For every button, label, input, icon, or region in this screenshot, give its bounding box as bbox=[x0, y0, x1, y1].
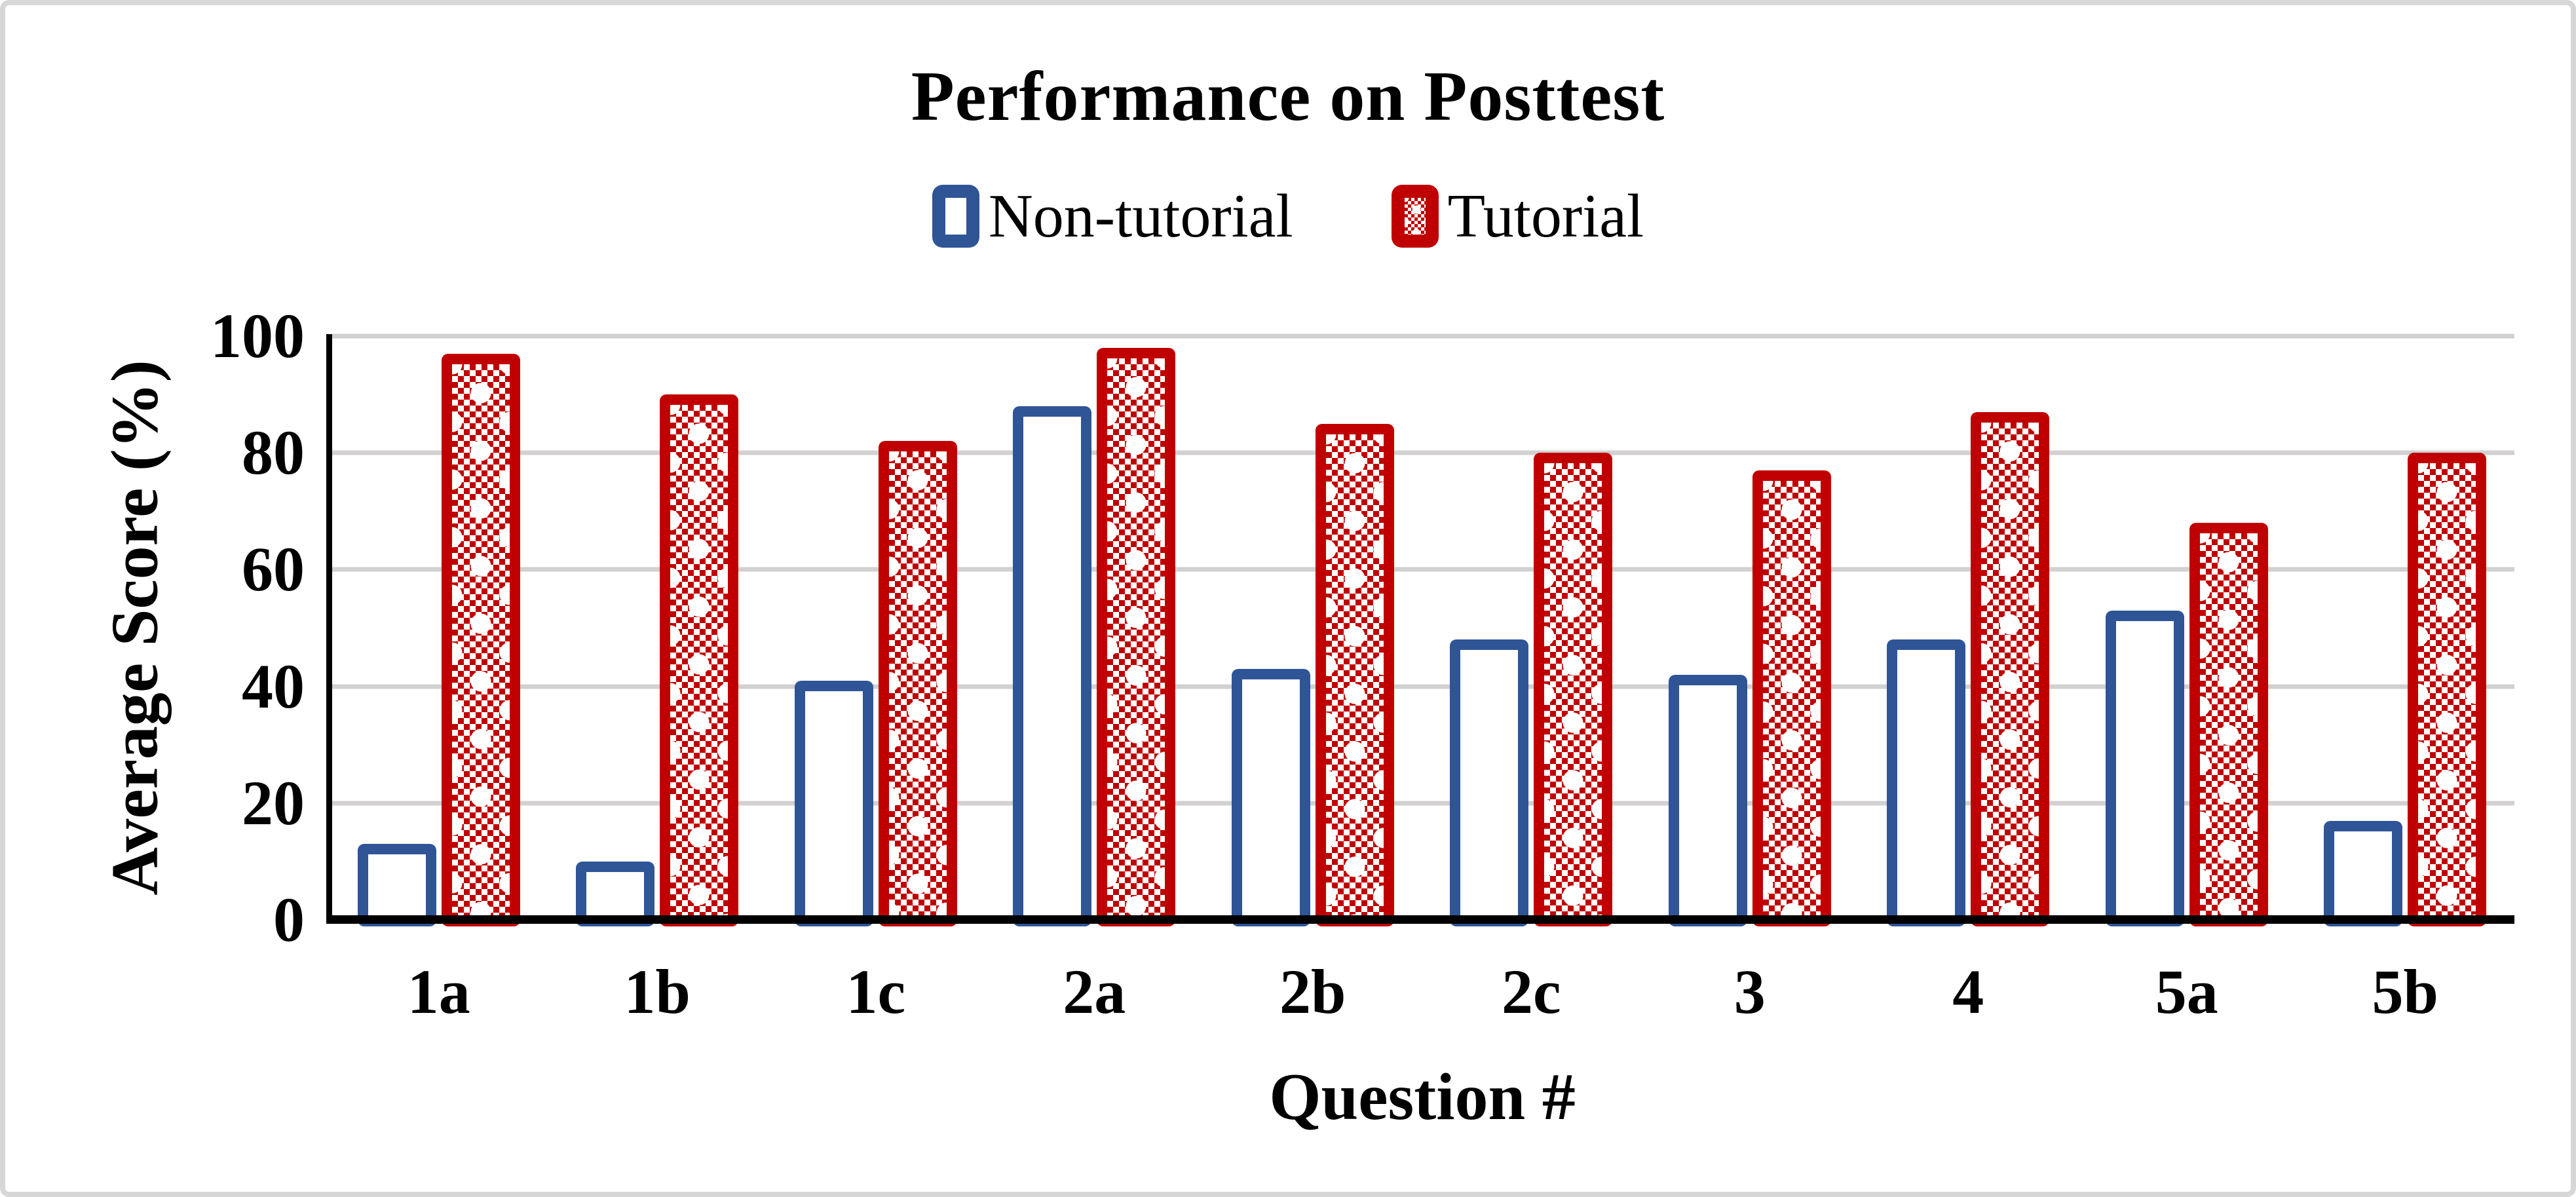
gridline-80 bbox=[332, 450, 2514, 455]
bar-tutorial-3 bbox=[1752, 470, 1831, 926]
x-tick-label-1c: 1c bbox=[846, 957, 906, 1027]
x-tick-label-5b: 5b bbox=[2372, 957, 2438, 1027]
bar-non-tutorial-2b bbox=[1231, 668, 1310, 926]
bar-tutorial-1b bbox=[660, 394, 739, 926]
y-axis-title: Average Score (%) bbox=[98, 360, 172, 896]
legend-item-tutorial: Tutorial bbox=[1391, 181, 1644, 252]
bar-group-4: 4 bbox=[1859, 336, 2078, 1023]
x-tick-label-2b: 2b bbox=[1279, 957, 1346, 1027]
bar-non-tutorial-1c bbox=[794, 680, 873, 926]
y-tick-label-40: 40 bbox=[242, 651, 305, 721]
bar-group-2a: 2a bbox=[985, 336, 1204, 1023]
gridline-40 bbox=[332, 684, 2514, 689]
bar-group-2b: 2b bbox=[1203, 336, 1422, 1023]
bar-non-tutorial-3 bbox=[1668, 674, 1747, 926]
bar-group-3: 3 bbox=[1640, 336, 1859, 1023]
legend-label-non-tutorial: Non-tutorial bbox=[988, 182, 1293, 250]
bar-group-2c: 2c bbox=[1422, 336, 1641, 1023]
y-tick-label-60: 60 bbox=[242, 534, 305, 605]
bar-tutorial-4 bbox=[1971, 411, 2050, 926]
legend-marker-tutorial-icon bbox=[1391, 185, 1439, 248]
x-tick-label-3: 3 bbox=[1733, 957, 1766, 1027]
bar-group-5a: 5a bbox=[2077, 336, 2296, 1023]
y-tick-label-20: 20 bbox=[242, 767, 305, 838]
bar-tutorial-1a bbox=[441, 353, 520, 926]
x-tick-label-4: 4 bbox=[1952, 957, 1984, 1027]
bar-non-tutorial-2a bbox=[1013, 406, 1092, 926]
x-tick-label-1a: 1a bbox=[407, 957, 470, 1027]
legend-label-tutorial: Tutorial bbox=[1447, 182, 1644, 250]
x-axis-title: Question # bbox=[1269, 1060, 1576, 1134]
x-tick-label-1b: 1b bbox=[624, 957, 691, 1027]
bar-group-1c: 1c bbox=[767, 336, 985, 1023]
x-axis-line bbox=[326, 915, 2514, 924]
bar-non-tutorial-5b bbox=[2324, 820, 2403, 926]
y-tick-label-80: 80 bbox=[242, 417, 305, 488]
gridline-60 bbox=[332, 567, 2514, 572]
chart-title: Performance on Posttest bbox=[911, 58, 1665, 136]
plot-area: 0 20 40 60 80 100 1a 1b 1c 2a 2b 2c 3 4 5a 5b bbox=[210, 305, 2515, 1023]
bar-tutorial-5b bbox=[2408, 453, 2487, 926]
bar-group-1b: 1b bbox=[548, 336, 767, 1023]
y-tick-label-0: 0 bbox=[273, 884, 305, 955]
bar-tutorial-2a bbox=[1097, 347, 1176, 926]
y-tick-label-100: 100 bbox=[210, 301, 305, 371]
x-tick-label-2c: 2c bbox=[1501, 957, 1561, 1027]
bar-non-tutorial-2c bbox=[1450, 639, 1529, 926]
legend-item-non-tutorial: Non-tutorial bbox=[932, 181, 1293, 252]
bar-non-tutorial-1a bbox=[357, 844, 436, 926]
x-tick-label-2a: 2a bbox=[1063, 957, 1126, 1027]
bar-tutorial-2c bbox=[1534, 453, 1613, 926]
legend: Non-tutorial Tutorial bbox=[5, 181, 2571, 252]
x-tick-label-5a: 5a bbox=[2155, 957, 2218, 1027]
gridline-100 bbox=[332, 333, 2514, 339]
bar-non-tutorial-4 bbox=[1887, 639, 1966, 926]
bar-group-5b: 5b bbox=[2296, 336, 2515, 1023]
bar-tutorial-5a bbox=[2189, 523, 2268, 926]
bar-tutorial-2b bbox=[1315, 423, 1394, 926]
bar-group-1a: 1a bbox=[330, 336, 548, 1023]
legend-marker-non-tutorial-icon bbox=[932, 185, 979, 248]
gridline-20 bbox=[332, 801, 2514, 806]
bar-tutorial-1c bbox=[878, 441, 957, 926]
y-axis-line bbox=[326, 334, 332, 924]
bar-non-tutorial-5a bbox=[2105, 610, 2184, 926]
